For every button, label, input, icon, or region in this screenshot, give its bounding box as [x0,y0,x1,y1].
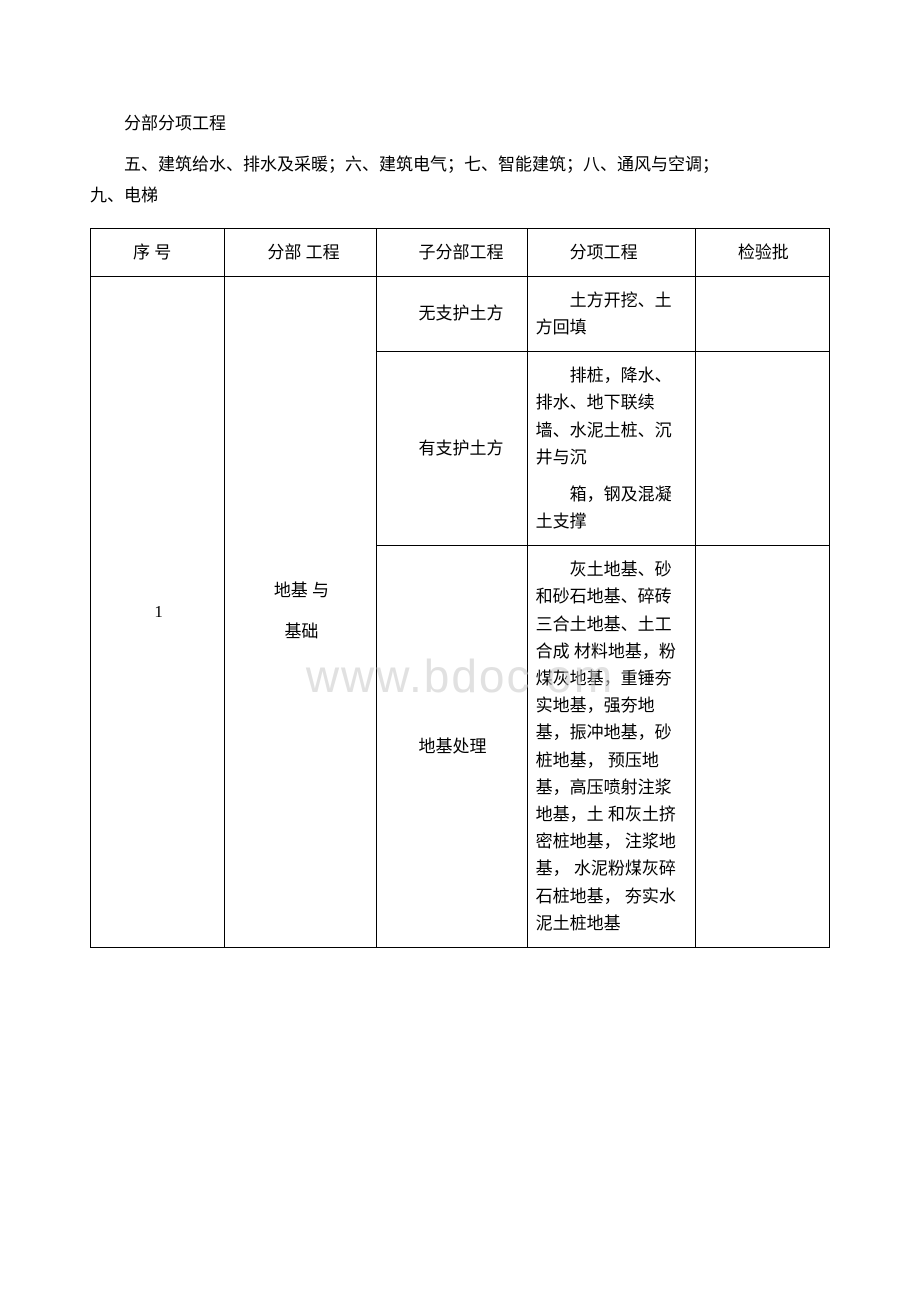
header-fenbu: 分部 工程 [225,228,376,276]
header-seq: 序 号 [91,228,225,276]
fenbu-line2: 基础 [233,612,369,653]
sub2-items-p2: 箱，钢及混凝土支撑 [536,481,689,535]
cell-sub1-jianyan [695,276,829,351]
intro-line-2: 九、电梯 [90,182,830,209]
header-zifenbu: 子分部工程 [376,228,527,276]
cell-sub3-name: 地基处理 [376,546,527,948]
header-fenxiang: 分项工程 [527,228,695,276]
cell-sub2-jianyan [695,352,829,546]
cell-sub1-items: 土方开挖、土方回填 [527,276,695,351]
cell-sub3-jianyan [695,546,829,948]
doc-title: 分部分项工程 [90,110,830,137]
main-table: 序 号 分部 工程 子分部工程 分项工程 检验批 1 地基 与 基础 无支护土方… [90,228,830,948]
fenbu-line1: 地基 与 [233,571,369,612]
cell-sub2-name: 有支护土方 [376,352,527,546]
header-jianyan: 检验批 [695,228,829,276]
cell-fenbu: 地基 与 基础 [225,276,376,947]
cell-seq: 1 [91,276,225,947]
sub2-items-p1: 排桩，降水、排水、地下联续墙、水泥土桩、沉井与沉 [536,362,689,471]
table-row: 1 地基 与 基础 无支护土方 土方开挖、土方回填 [91,276,830,351]
cell-sub2-items: 排桩，降水、排水、地下联续墙、水泥土桩、沉井与沉 箱，钢及混凝土支撑 [527,352,695,546]
cell-sub3-items: 灰土地基、砂和砂石地基、碎砖三合土地基、土工合成 材料地基，粉煤灰地基，重锤夯实… [527,546,695,948]
intro-line-1: 五、建筑给水、排水及采暖；六、建筑电气；七、智能建筑；八、通风与空调； [90,151,830,178]
cell-sub1-name: 无支护土方 [376,276,527,351]
table-header-row: 序 号 分部 工程 子分部工程 分项工程 检验批 [91,228,830,276]
